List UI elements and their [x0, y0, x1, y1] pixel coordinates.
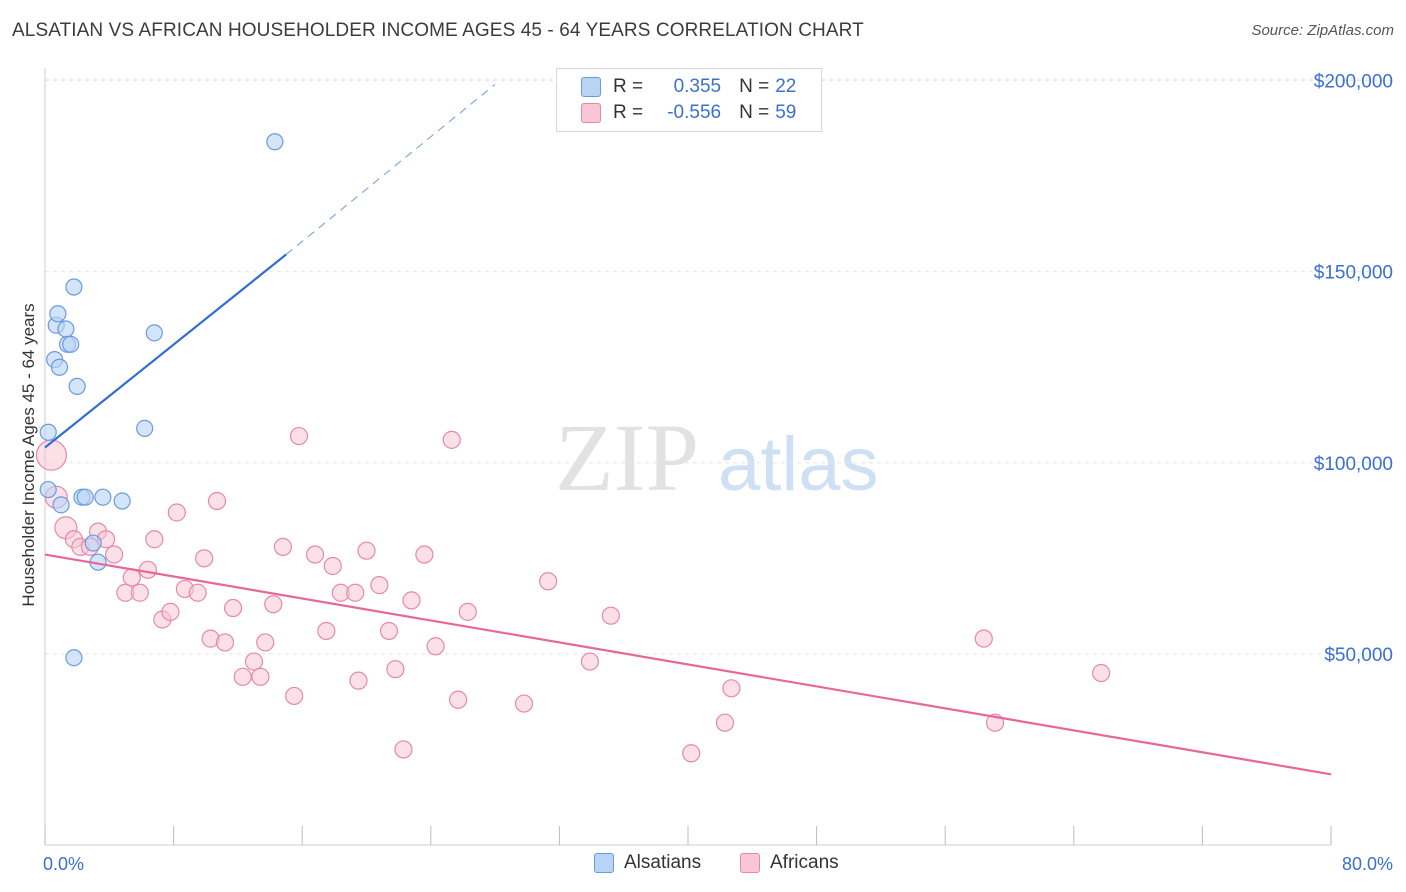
- africans-point: [514, 694, 534, 713]
- africans-point: [394, 740, 413, 759]
- africans-point: [317, 621, 336, 641]
- africans-swatch: [581, 103, 601, 123]
- africans-point: [264, 595, 283, 614]
- alsatians-point: [113, 492, 131, 510]
- africans-point: [105, 545, 124, 564]
- africans-point: [426, 637, 445, 656]
- africans-point: [251, 667, 270, 686]
- alsatians-point: [39, 423, 57, 441]
- africans-point: [207, 491, 227, 511]
- africans-point: [145, 530, 164, 549]
- r-value: 0.355: [673, 76, 722, 97]
- africans-point: [580, 652, 600, 671]
- alsatians-point: [145, 324, 163, 342]
- africans-point: [289, 426, 309, 446]
- chart-title: ALSATIAN VS AFRICAN HOUSEHOLDER INCOME A…: [12, 20, 864, 41]
- alsatians-point: [94, 488, 112, 506]
- africans-point: [442, 430, 461, 449]
- africans-point: [138, 560, 157, 579]
- alsatians-point: [50, 358, 69, 376]
- africans-point: [379, 621, 399, 641]
- africans-point: [539, 572, 558, 591]
- y-tick-label: $150,000: [1314, 263, 1393, 284]
- africans-point: [402, 591, 421, 610]
- africans-point: [449, 690, 468, 709]
- alsatians-point: [57, 320, 75, 338]
- africans-point: [122, 568, 141, 587]
- alsatians-point: [62, 335, 80, 353]
- alsatians-legend-label: Alsatians: [624, 852, 702, 873]
- africans-point: [415, 545, 434, 564]
- alsatians-point: [65, 278, 83, 296]
- africans-point: [601, 606, 620, 625]
- n-value: 59: [775, 102, 797, 123]
- alsatians-swatch: [581, 77, 601, 97]
- alsatians-point: [84, 534, 102, 552]
- alsatians-point: [52, 496, 70, 514]
- alsatians-point: [39, 480, 57, 499]
- alsatians-point: [65, 649, 83, 667]
- africans-point: [244, 652, 264, 671]
- africans-point: [273, 537, 293, 556]
- africans-point: [458, 602, 477, 621]
- africans-point: [223, 598, 243, 618]
- source-label: Source: ZipAtlas.com: [1251, 22, 1394, 39]
- r-label: R =: [613, 102, 644, 123]
- bottom-legend-alsatians: Alsatians: [594, 852, 701, 874]
- x-tick-label: 80.0%: [1342, 854, 1393, 874]
- legend-row-alsatians: R = 0.355 N = 22: [581, 74, 796, 100]
- africans-swatch: [740, 853, 760, 873]
- africans-point: [215, 633, 235, 652]
- africans-point: [1092, 663, 1111, 683]
- africans-point: [323, 556, 342, 576]
- bottom-legend-africans: Africans: [740, 852, 839, 874]
- n-value: 22: [775, 76, 797, 97]
- y-tick-label: $100,000: [1314, 454, 1393, 475]
- africans-point: [682, 744, 701, 763]
- r-value: -0.556: [667, 102, 722, 123]
- alsatians-point: [76, 488, 94, 506]
- y-tick-label: $50,000: [1324, 645, 1393, 666]
- alsatians-point: [136, 419, 154, 438]
- alsatians-trendline-extension: [285, 83, 496, 255]
- africans-point: [974, 629, 993, 648]
- alsatians-point: [266, 133, 284, 151]
- africans-point: [256, 633, 275, 652]
- alsatians-swatch: [594, 853, 614, 873]
- africans-point: [349, 671, 368, 690]
- africans-legend-label: Africans: [770, 852, 839, 873]
- africans-point: [370, 576, 389, 595]
- africans-point: [161, 602, 180, 621]
- y-tick-label: $200,000: [1314, 72, 1393, 93]
- africans-point: [35, 439, 68, 471]
- africans-point: [386, 660, 405, 679]
- africans-trendline: [44, 553, 1332, 776]
- africans-point: [130, 583, 149, 602]
- legend-row-africans: R = -0.556 N = 59: [581, 100, 796, 126]
- x-tick-label: 0.0%: [43, 854, 84, 874]
- africans-point: [233, 667, 252, 686]
- africans-point: [195, 549, 214, 568]
- africans-point: [305, 545, 325, 564]
- r-label: R =: [613, 76, 644, 97]
- stats-legend: R = 0.355 N = 22 R = -0.556 N = 59: [556, 68, 822, 132]
- africans-point: [188, 583, 207, 602]
- y-axis-label: Householder Income Ages 45 - 64 years: [19, 303, 38, 607]
- watermark-zip: ZIP: [555, 404, 699, 511]
- alsatians-point: [49, 305, 67, 323]
- africans-point: [715, 713, 735, 732]
- alsatians-trendline: [44, 253, 287, 449]
- alsatians-point: [68, 377, 86, 395]
- africans-point: [167, 503, 186, 522]
- africans-point: [722, 679, 741, 698]
- africans-point: [357, 541, 376, 560]
- n-label: N =: [739, 102, 770, 123]
- africans-point: [285, 686, 304, 706]
- watermark-atlas: atlas: [718, 422, 879, 507]
- n-label: N =: [739, 76, 770, 97]
- africans-point: [346, 583, 365, 602]
